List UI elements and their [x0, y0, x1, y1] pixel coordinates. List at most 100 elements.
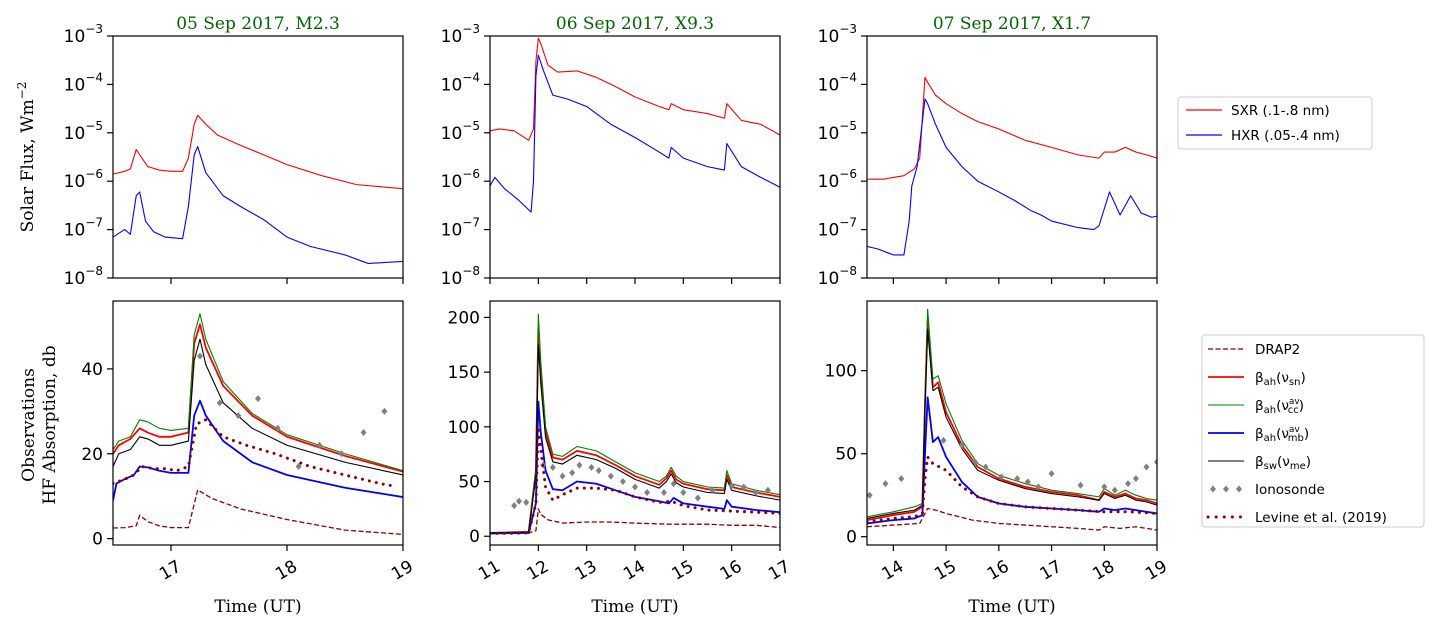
ionosonde-point — [588, 463, 595, 471]
x-tick-label: 16 — [984, 557, 1013, 585]
ionosonde-point — [381, 407, 388, 415]
ionosonde-point — [1101, 483, 1108, 491]
series-drap2 — [867, 507, 1157, 531]
ionosonde-point — [1014, 475, 1021, 483]
ionosonde-point — [569, 469, 576, 477]
x-tick-label: 18 — [1089, 557, 1118, 585]
x-tick-label: 14 — [878, 557, 907, 585]
axes-frame — [866, 300, 1158, 546]
series-hxr-05-4-nm- — [867, 98, 1157, 256]
x-tick-label: 18 — [272, 557, 301, 585]
panel-title: 07 Sep 2017, X1.7 — [933, 14, 1091, 34]
axes-frame — [112, 35, 404, 279]
y-tick-label: 50 — [458, 473, 480, 493]
series-hxr-05-4-nm- — [490, 54, 780, 213]
ionosonde-point — [595, 467, 602, 475]
ionosonde-point — [1077, 481, 1084, 489]
ionosonde-point — [216, 399, 223, 407]
ionosonde-point — [728, 482, 735, 490]
x-tick-label: 16 — [717, 557, 746, 585]
y-tick-label: 10−4 — [64, 70, 103, 95]
panel-2: 06 Sep 2017, X9.3 10−8 10−7 10−6 10−5 10−4 10−… — [441, 14, 781, 289]
y-tick-label: 200 — [448, 308, 480, 328]
x-tick-label: 15 — [668, 557, 697, 585]
panel-6: 0 50 100 14 15 16 17 18 19 Time (UT) — [825, 300, 1171, 617]
series--ah-ccav- — [867, 308, 1157, 518]
x-axis-label: Time (UT) — [968, 597, 1055, 617]
ionosonde-point — [255, 395, 261, 403]
y-tick-label: 100 — [448, 418, 480, 438]
ionosonde-point — [898, 475, 905, 483]
axes-frame — [489, 35, 781, 279]
y-tick-label: 40 — [81, 360, 103, 380]
ionosonde-point — [360, 429, 367, 437]
ionosonde-point — [316, 441, 323, 449]
series-hxr-05-4-nm- — [113, 146, 403, 264]
y-tick-label: 10−7 — [818, 216, 857, 241]
series--ah-sn- — [490, 327, 780, 534]
x-tick-label: 17 — [156, 557, 185, 585]
x-tick-label: 19 — [388, 557, 417, 585]
axes-frame — [112, 300, 404, 546]
x-tick-label: 12 — [523, 557, 552, 585]
ionosonde-point — [559, 472, 566, 480]
y-tick-label: 0 — [469, 527, 480, 547]
ionosonde-point — [632, 483, 638, 491]
ionosonde-point — [1111, 486, 1118, 494]
ionosonde-point — [694, 494, 701, 502]
x-tick-label: 17 — [1037, 557, 1066, 585]
y-tick-label: 0 — [92, 530, 103, 550]
y-tick-label: 10−7 — [64, 216, 103, 241]
series--sw-me- — [490, 344, 780, 534]
ionosonde-point — [998, 473, 1005, 481]
ionosonde-point — [619, 478, 626, 486]
series--sw-me- — [867, 328, 1157, 519]
legend-label: Ionosonde — [1255, 482, 1325, 498]
ionosonde-point — [882, 480, 889, 488]
ionosonde-point — [764, 486, 771, 494]
ionosonde-point — [549, 463, 556, 471]
ionosonde-point — [511, 502, 518, 510]
panel-3: 07 Sep 2017, X1.7 10−8 10−7 10−6 10−5 10−4 10−… — [818, 14, 1158, 289]
ionosonde-point — [680, 488, 687, 496]
ionosonde-point — [670, 480, 677, 488]
axes-frame — [489, 300, 781, 546]
ionosonde-point — [338, 450, 345, 458]
ionosonde-point — [867, 491, 873, 499]
y-tick-label: 10−5 — [441, 119, 480, 144]
series--ah-ccav- — [113, 313, 403, 472]
legend-swatch — [1236, 485, 1242, 493]
ionosonde-point — [523, 498, 530, 506]
x-axis-label: Time (UT) — [591, 597, 678, 617]
series-levine-et-al-2019- — [113, 418, 393, 488]
y-tick-label: 150 — [448, 363, 480, 383]
legend-label: SXR (.1-.8 nm) — [1231, 103, 1330, 119]
absorption-y-axis-label-2: HF Absorption, db — [40, 345, 60, 504]
x-tick-label: 19 — [1142, 557, 1171, 585]
ionosonde-point — [235, 412, 242, 420]
x-tick-label: 15 — [931, 557, 960, 585]
ionosonde-point — [709, 486, 716, 494]
y-tick-label: 10−3 — [818, 22, 857, 47]
series--ah-mbav- — [490, 400, 780, 535]
y-tick-label: 10−5 — [818, 119, 857, 144]
ionosonde-point — [1035, 483, 1042, 491]
series--ah-mbav- — [113, 399, 403, 501]
ionosonde-point — [958, 441, 965, 449]
series-levine-et-al-2019- — [490, 425, 780, 536]
y-tick-label: 10−4 — [441, 70, 480, 95]
y-tick-label: 10−7 — [441, 216, 480, 241]
legend-label: βah(νav cc) — [1255, 397, 1304, 416]
ionosonde-point — [1048, 470, 1055, 478]
ionosonde-point — [972, 458, 979, 466]
axes-frame — [866, 35, 1158, 279]
ionosonde-point — [752, 488, 759, 496]
x-axis-label: Time (UT) — [214, 597, 301, 617]
series-sxr-1-8-nm- — [490, 37, 780, 141]
y-tick-label: 20 — [81, 445, 103, 465]
ionosonde-point — [607, 472, 614, 480]
ionosonde-point — [274, 424, 281, 432]
ionosonde-point — [576, 461, 583, 469]
